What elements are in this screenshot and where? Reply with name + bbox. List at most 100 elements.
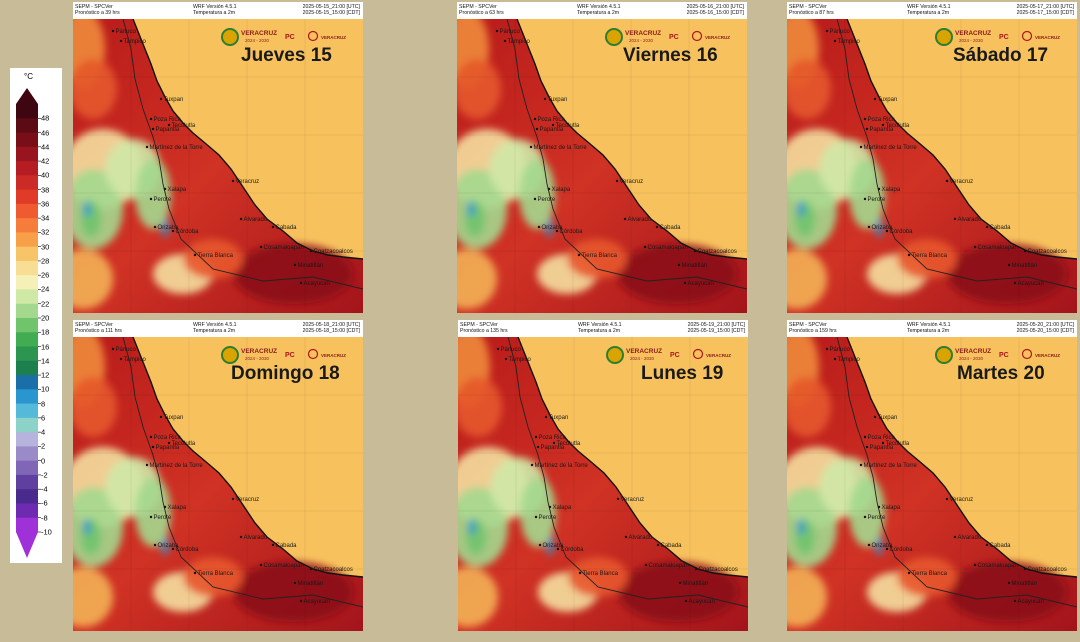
legend-color-step — [16, 303, 38, 319]
place-label: Tecolutla — [886, 123, 910, 129]
place-label: Cabada — [661, 543, 683, 549]
place-label: Tampico — [838, 39, 861, 45]
place-label: Coatzacoalcos — [314, 567, 353, 573]
place-label: Martínez de la Torre — [864, 463, 918, 469]
place-label: Alvarado — [958, 217, 982, 223]
place-label: Tampico — [508, 39, 531, 45]
panel-day-label: Jueves 15 — [241, 45, 332, 66]
header-right: 2025-05-15_21:00 [UTC] 2025-05-15_15:00 … — [303, 4, 360, 16]
place-marker — [231, 179, 235, 183]
temperature-map: Pánuco Tampico Tuxpan Poza Rica Papantla Teco… — [787, 337, 1077, 631]
place-marker — [863, 515, 867, 519]
legend-tick-label: 0 — [41, 456, 46, 466]
shield-logo-icon — [221, 346, 239, 364]
legend-color-step — [16, 146, 38, 162]
header-cdt: 2025-05-20_15:00 [CDT] — [1016, 328, 1074, 334]
logos: VERACRUZ 2024 - 2030 PC VERACRUZ — [935, 28, 1060, 46]
place-label: Acayucan — [304, 281, 330, 287]
place-label: Xalapa — [553, 505, 572, 511]
place-label: Córdoba — [890, 547, 914, 553]
place-label: Tierra Blanca — [198, 253, 234, 259]
panel-day-label: Viernes 16 — [623, 45, 718, 66]
place-label: Coatzacoalcos — [314, 249, 353, 255]
legend-color-step — [16, 189, 38, 205]
legend-color-step — [16, 318, 38, 333]
place-marker — [239, 217, 243, 221]
forecast-panel-5: SEPM - SPCVer Pronóstico a 135 hrs WRF V… — [458, 320, 748, 631]
place-marker — [111, 347, 115, 351]
place-marker — [119, 357, 123, 361]
place-label: Xalapa — [882, 187, 901, 193]
place-label: Perote — [539, 515, 557, 521]
header-variable: Temperatura a 2m — [907, 328, 950, 334]
header-right: 2025-05-18_21:00 [UTC] 2025-05-18_15:00 … — [303, 322, 360, 334]
legend-tick-label: 10 — [41, 384, 50, 394]
place-marker — [953, 535, 957, 539]
map-land — [73, 19, 363, 313]
panel-day-label: Domingo 18 — [231, 363, 340, 384]
legend-unit: °C — [24, 72, 33, 81]
place-marker — [537, 225, 541, 229]
place-label: Tecolutla — [557, 441, 581, 447]
header-right: 2025-05-19_21:00 [UTC] 2025-05-19_15:00 … — [688, 322, 745, 334]
pc-logo-text: PC — [285, 352, 295, 359]
brand-small-text: VERACRUZ — [705, 35, 730, 40]
place-label: Alvarado — [244, 535, 268, 541]
header-variable: Temperatura a 2m — [193, 10, 236, 16]
sun-logo-icon — [307, 30, 319, 42]
panel-header: SEPM - SPCVer Pronóstico a 159 hrs WRF V… — [787, 321, 1077, 337]
shield-logo-icon — [935, 346, 953, 364]
legend-tick-label: 48 — [41, 113, 50, 123]
header-center: WRF Versión 4.5.1 Temperatura a 2m — [577, 4, 621, 16]
header-right: 2025-05-16_21:00 [UTC] 2025-05-16_15:00 … — [687, 4, 744, 16]
place-label: Xalapa — [168, 187, 187, 193]
place-marker — [271, 543, 275, 547]
legend-color-step — [16, 203, 38, 219]
legend-color-step — [16, 260, 38, 276]
place-marker — [623, 217, 627, 221]
place-label: Tierra Blanca — [912, 571, 948, 577]
place-label: Martínez de la Torre — [150, 463, 204, 469]
header-agency: SEPM - SPCVer — [460, 322, 498, 328]
sun-logo-icon — [1021, 348, 1033, 360]
panel-day-label: Lunes 19 — [641, 363, 724, 384]
place-label: Poza Rica — [538, 117, 566, 123]
place-label: Papantla — [156, 445, 180, 451]
place-label: Tampico — [124, 39, 147, 45]
place-marker — [153, 225, 157, 229]
place-marker — [953, 217, 957, 221]
place-marker — [534, 515, 538, 519]
map-state-border — [122, 19, 363, 290]
legend-color-step — [16, 375, 38, 390]
place-marker — [167, 441, 171, 445]
place-label: Cosamaloapan — [978, 245, 1018, 251]
place-label: Acayucan — [688, 281, 714, 287]
place-marker — [151, 127, 155, 131]
place-marker — [119, 39, 123, 43]
place-marker — [985, 543, 989, 547]
place-marker — [945, 497, 949, 501]
legend-tick-label: -2 — [41, 470, 48, 480]
legend-tick-label: 26 — [41, 270, 50, 280]
legend-color-step — [16, 132, 38, 148]
place-marker — [259, 563, 263, 567]
place-label: Cabada — [990, 225, 1012, 231]
header-model: WRF Versión 4.5.1 — [193, 4, 237, 10]
place-marker — [533, 197, 537, 201]
place-marker — [867, 225, 871, 229]
place-label: Poza Rica — [868, 117, 896, 123]
place-marker — [644, 563, 648, 567]
place-label: Alvarado — [244, 217, 268, 223]
logos: VERACRUZ 2024 - 2030 PC VERACRUZ — [221, 346, 346, 364]
legend-color-step — [16, 289, 38, 305]
place-marker — [985, 225, 989, 229]
place-marker — [825, 29, 829, 33]
place-marker — [193, 253, 197, 257]
place-label: Veracruz — [950, 179, 974, 185]
place-marker — [149, 117, 153, 121]
header-left: SEPM - SPCVer Pronóstico a 111 hrs — [75, 322, 122, 334]
legend-tick-label: 36 — [41, 199, 50, 209]
place-label: Coatzacoalcos — [698, 249, 737, 255]
place-marker — [885, 547, 889, 551]
logos: VERACRUZ 2024 - 2030 PC VERACRUZ — [606, 346, 731, 364]
